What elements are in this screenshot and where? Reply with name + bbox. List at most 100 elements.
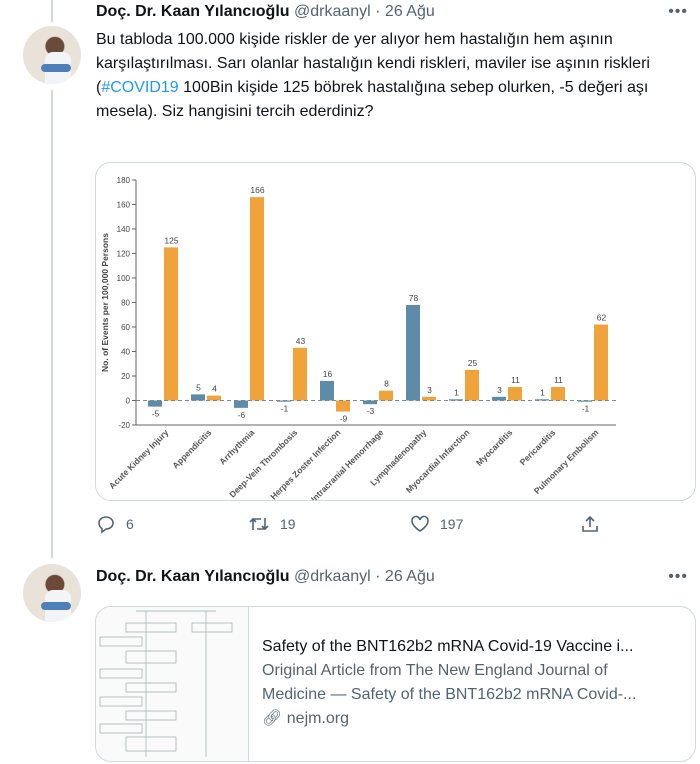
link-title: Safety of the BNT162b2 mRNA Covid-19 Vac… [262,638,634,655]
data-label: 43 [296,336,306,346]
reply-button[interactable]: 6 [96,514,134,534]
bar [578,400,592,402]
data-label: -9 [340,414,348,424]
data-label: 11 [511,375,520,385]
bar [508,387,522,401]
data-label: 78 [409,293,419,303]
bar [379,390,393,401]
bar-chart: -20 0 20 40 60 80 100 120 140 160 180 No. of Events… [100,176,616,500]
retweet-count: 19 [280,516,296,532]
y-tick-label: 60 [121,323,130,332]
bar [293,347,307,401]
link-description: Medicine — Safety of the BNT162b2 mRNA C… [262,686,637,703]
x-tick-label: Arrhythmia [217,427,256,466]
data-label: 125 [164,235,178,245]
link-description: Original Article from The New England Jo… [262,662,608,679]
y-tick-label: 100 [117,274,131,283]
thread-line-top [51,0,53,22]
bar [336,400,350,412]
y-tick-label: 80 [121,299,130,308]
bar [465,369,479,401]
data-label: -1 [281,404,289,414]
share-button[interactable] [580,514,600,534]
heart-icon [411,515,429,532]
bar [250,197,264,401]
author-handle[interactable]: @drkaanyl [293,3,371,20]
x-tick-label: Appendicitis [170,427,213,470]
bar [449,399,463,401]
flowchart-thumbnail [99,610,233,757]
like-count: 197 [440,516,464,532]
bar [234,400,248,408]
tweet-date[interactable]: · 26 Ağu [375,568,435,585]
reply-icon [98,516,114,534]
x-tick-label: Herpes Zoster Infection [268,427,342,500]
bar [148,400,162,407]
thread-line [51,90,53,558]
tweet-date[interactable]: · 26 Ağu [375,3,435,20]
bar [422,396,436,401]
bar [363,400,377,405]
data-label: 3 [497,385,502,395]
bar [320,380,334,401]
reply-count: 6 [126,516,134,532]
tweet-text: Bu tabloda 100.000 kişide riskler de yer… [96,28,686,124]
data-label: 25 [468,358,478,368]
retweet-icon [249,517,269,531]
x-tick-label: Myocarditis [474,427,515,468]
retweet-button[interactable]: 19 [248,514,296,534]
y-tick-label: 120 [117,250,131,259]
data-label: 3 [427,385,432,395]
bar [492,396,506,401]
chart-image[interactable]: -20 0 20 40 60 80 100 120 140 160 180 No. of Events… [95,162,696,501]
data-label: -5 [152,409,160,419]
data-label: 1 [454,387,459,397]
author-name[interactable]: Doç. Dr. Kaan Yılancıoğlu [96,568,290,585]
x-tick-label: Pericarditis [518,427,558,467]
y-tick-label: -20 [118,421,130,430]
bar [191,394,205,401]
data-label: 166 [250,185,264,195]
y-tick-label: 180 [117,176,131,185]
y-tick-label: 20 [121,372,130,381]
hashtag-link[interactable]: #COVID19 [101,79,179,96]
tweet-actions: 6 19 197 [96,514,686,538]
bar [594,324,608,401]
link-icon: 🔗︎ [262,710,283,727]
data-label: 4 [212,384,217,394]
y-tick-label: 40 [121,348,130,357]
data-label: 8 [384,379,389,389]
bar [277,400,291,402]
tweet-text-part: Bu tabloda 100.000 kişide riskler de yer… [96,31,650,96]
author-name[interactable]: Doç. Dr. Kaan Yılancıoğlu [96,3,290,20]
bar [406,304,420,401]
avatar[interactable] [23,26,81,84]
data-label: 11 [554,375,563,385]
data-label: 5 [196,382,201,392]
ellipsis-icon[interactable]: ••• [668,568,688,585]
author-handle[interactable]: @drkaanyl [293,568,371,585]
y-axis-label: No. of Events per 100,000 Persons [100,233,110,372]
avatar[interactable] [23,564,81,622]
data-label: 1 [540,387,545,397]
data-label: 62 [597,313,607,323]
bar [551,387,565,401]
link-card-text: Safety of the BNT162b2 mRNA Covid-19 Vac… [262,635,687,731]
bar [535,399,549,401]
tweet-text-part: 100Bin kişide 125 böbrek hastalığına seb… [96,79,649,120]
ellipsis-icon[interactable]: ••• [668,3,688,20]
y-tick-label: 160 [117,201,131,210]
link-thumbnail [96,607,249,761]
x-tick-label: Acute Kidney Injury [107,427,171,491]
tweet-header: Doç. Dr. Kaan Yılancıoğlu @drkaanyl · 26… [96,568,435,586]
y-tick-label: 0 [126,397,131,406]
tweet-header: Doç. Dr. Kaan Yılancıoğlu @drkaanyl · 26… [96,3,435,21]
bar [207,395,221,401]
data-label: -1 [582,404,590,414]
data-label: -3 [367,406,375,416]
like-button[interactable]: 197 [410,514,463,534]
x-tick-label: Intracranial Hemorrhage [309,427,386,500]
bar [164,247,178,401]
link-card[interactable]: Safety of the BNT162b2 mRNA Covid-19 Vac… [95,606,696,762]
y-tick-label: 140 [117,225,131,234]
